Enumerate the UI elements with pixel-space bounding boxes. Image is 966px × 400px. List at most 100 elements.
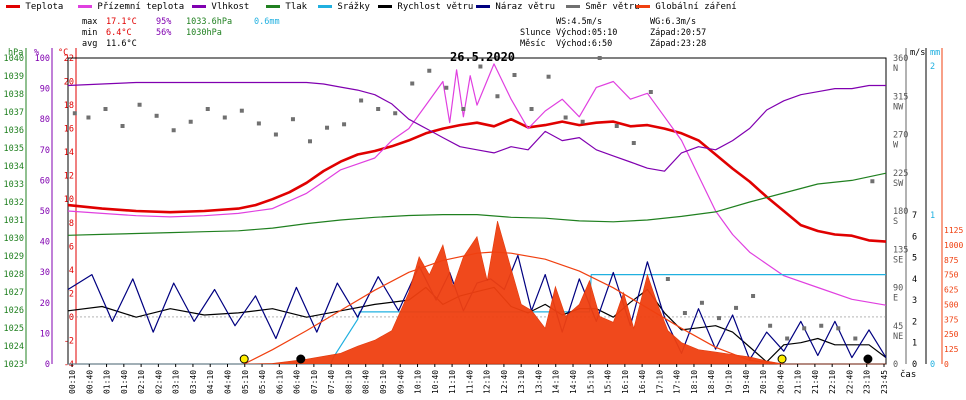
x-tick-label: 07:10 bbox=[310, 370, 319, 394]
stats-label: avg bbox=[82, 39, 98, 49]
press-tick-label: 1027 bbox=[4, 288, 24, 298]
wind-direction-point bbox=[563, 115, 568, 120]
x-tick-label: 21:10 bbox=[794, 370, 803, 394]
wind-direction-point bbox=[495, 94, 500, 99]
temp-tick-label: -4 bbox=[64, 360, 74, 370]
wind-tick-label: 3 bbox=[912, 296, 917, 306]
moon-label: Měsíc bbox=[520, 39, 546, 49]
x-tick-label: 06:10 bbox=[275, 370, 284, 394]
x-tick-label: 01:40 bbox=[120, 370, 129, 394]
rad-tick-label: 750 bbox=[944, 271, 959, 280]
temp-tick-label: 10 bbox=[64, 195, 74, 205]
wind-direction-point bbox=[205, 107, 210, 111]
wind-direction-point bbox=[682, 311, 687, 315]
rain-axis-unit: mm bbox=[930, 48, 940, 58]
wind-direction-point bbox=[72, 111, 77, 116]
wind-tick-label: 5 bbox=[912, 254, 917, 264]
wind-direction-point bbox=[614, 124, 619, 128]
sun-moon-markers bbox=[239, 354, 873, 364]
hum-tick-label: 0 bbox=[45, 360, 50, 370]
hum-tick-label: 60 bbox=[40, 176, 50, 186]
wind-direction-point bbox=[342, 122, 347, 127]
x-tick-label: 23:10 bbox=[863, 370, 872, 394]
press-tick-label: 1034 bbox=[4, 162, 24, 172]
wind-tick-label: 6 bbox=[912, 232, 917, 242]
x-tick-label: 17:40 bbox=[673, 370, 682, 394]
x-tick-label: 06:40 bbox=[293, 370, 302, 394]
rad-tick-label: 0 bbox=[944, 360, 949, 369]
press-tick-label: 1030 bbox=[4, 234, 24, 244]
wind-direction-point bbox=[631, 141, 636, 145]
wind-direction-point bbox=[222, 115, 227, 120]
stats-temp: 11.6°C bbox=[106, 39, 137, 49]
press-tick-label: 1035 bbox=[4, 144, 24, 154]
dir-tick-name: SW bbox=[893, 179, 904, 189]
temp-tick-label: 20 bbox=[64, 78, 74, 88]
wind-direction-point bbox=[546, 74, 551, 79]
temp-tick-label: -2 bbox=[64, 336, 74, 346]
x-tick-label: 13:40 bbox=[534, 370, 543, 394]
legend: Teplota Přízemní teplota Vlhkost Tlak Sr… bbox=[0, 0, 966, 16]
x-tick-label: 15:10 bbox=[586, 370, 595, 394]
rad-tick-label: 625 bbox=[944, 286, 959, 295]
x-tick-label: 11:40 bbox=[465, 370, 474, 394]
temp-tick-label: 22 bbox=[64, 54, 74, 64]
dir-tick-name: W bbox=[893, 141, 899, 151]
legend-item: Srážky bbox=[318, 2, 370, 12]
press-tick-label: 1037 bbox=[4, 108, 24, 118]
x-tick-label: 05:40 bbox=[258, 370, 267, 394]
dir-tick-label: 270 bbox=[893, 131, 908, 141]
rad-tick-label: 1000 bbox=[944, 241, 963, 250]
rad-tick-label: 250 bbox=[944, 330, 959, 339]
info-panel: WS:4.5m/s WG:6.3m/s Slunce Východ:05:10 Záp… bbox=[520, 17, 706, 50]
legend-item: Teplota bbox=[6, 2, 63, 12]
press-tick-label: 1028 bbox=[4, 270, 24, 280]
wind-direction-point bbox=[802, 326, 807, 331]
stats-press: 1030hPa bbox=[186, 28, 222, 38]
wind-direction-point bbox=[325, 125, 330, 130]
rain-tick-label: 2 bbox=[930, 62, 935, 72]
hum-tick-label: 20 bbox=[40, 299, 50, 309]
stats-hum: 56% bbox=[156, 28, 172, 38]
stats-press: 1033.6hPa bbox=[186, 17, 233, 27]
hum-tick-label: 50 bbox=[40, 207, 50, 217]
rain-tick-label: 0 bbox=[930, 360, 935, 370]
legend-swatch bbox=[78, 5, 92, 8]
wind-direction-point bbox=[751, 294, 756, 298]
press-tick-label: 1026 bbox=[4, 306, 24, 316]
x-tick-label: 03:10 bbox=[172, 370, 181, 394]
hum-tick-label: 70 bbox=[40, 146, 50, 156]
legend-swatch bbox=[476, 5, 490, 8]
wind-direction-point bbox=[853, 336, 858, 341]
legend-swatch bbox=[266, 5, 280, 8]
x-tick-label: 22:10 bbox=[828, 370, 837, 394]
stats-temp: 6.4°C bbox=[106, 28, 132, 38]
radiation-area bbox=[68, 221, 886, 365]
rad-tick-label: 125 bbox=[944, 345, 959, 354]
wind-direction-point bbox=[273, 132, 278, 137]
wind-direction-point bbox=[478, 64, 483, 69]
glob-ln-z-en-max-line bbox=[243, 251, 783, 365]
dir-tick-label: 180 bbox=[893, 207, 908, 217]
wind-direction-point bbox=[734, 305, 739, 310]
wind-direction-point bbox=[393, 111, 398, 116]
rain-tick-label: 1 bbox=[930, 211, 935, 221]
x-tick-label: 20:40 bbox=[776, 370, 785, 394]
temp-tick-label: 4 bbox=[69, 266, 74, 276]
x-tick-label: 13:10 bbox=[517, 370, 526, 394]
temp-tick-label: 14 bbox=[64, 148, 74, 158]
x-tick-label: 23:45 bbox=[880, 370, 889, 394]
press-tick-label: 1032 bbox=[4, 198, 24, 208]
wind-direction-point bbox=[137, 102, 142, 107]
wind-direction-point bbox=[785, 336, 790, 341]
wind-direction-point bbox=[819, 323, 824, 328]
wind-direction-point bbox=[512, 73, 517, 77]
dir-tick-name: SE bbox=[893, 255, 903, 265]
x-tick-label: 16:40 bbox=[638, 370, 647, 394]
dir-tick-name: E bbox=[893, 294, 898, 304]
x-tick-label: 08:10 bbox=[344, 370, 353, 394]
stats-panel: max 17.1°C 95% 1033.6hPa 0.6mm min 6.4°C 56% 10… bbox=[82, 17, 280, 50]
temp-tick-label: 8 bbox=[69, 219, 74, 229]
tlak-line bbox=[67, 172, 887, 236]
dir-tick-label: 45 bbox=[893, 322, 903, 332]
